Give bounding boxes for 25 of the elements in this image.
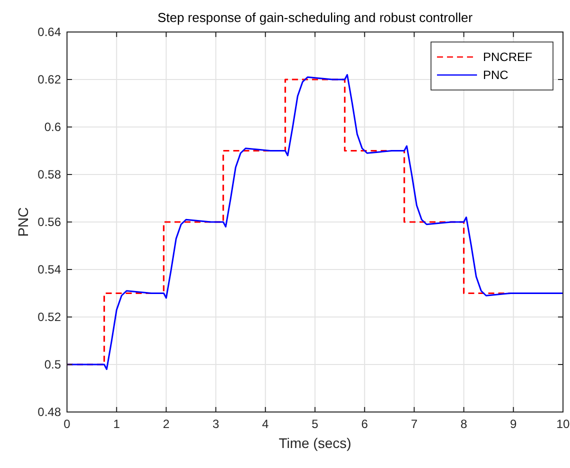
x-tick-label: 2 xyxy=(162,417,170,431)
y-tick-label: 0.58 xyxy=(38,168,62,182)
x-tick-label: 9 xyxy=(510,417,518,431)
x-tick-label: 5 xyxy=(312,417,319,431)
y-tick-label: 0.52 xyxy=(38,310,62,324)
y-tick-label: 0.62 xyxy=(38,72,62,86)
y-tick-label: 0.54 xyxy=(38,262,62,276)
x-tick-label: 4 xyxy=(262,417,270,431)
x-tick-label: 0 xyxy=(64,417,71,431)
x-tick-label: 1 xyxy=(113,417,120,431)
y-tick-label: 0.48 xyxy=(38,405,62,419)
chart-title: Step response of gain-scheduling and robust controller xyxy=(157,10,474,25)
x-tick-label: 8 xyxy=(460,417,468,431)
x-tick-label: 7 xyxy=(410,417,418,431)
x-axis-title: Time (secs) xyxy=(278,435,352,451)
y-tick-label: 0.5 xyxy=(44,358,62,372)
x-tick-label: 3 xyxy=(212,417,220,431)
x-tick-label: 6 xyxy=(361,417,368,431)
legend-label: PNCREF xyxy=(483,50,532,64)
y-tick-label: 0.64 xyxy=(38,25,62,39)
legend-label: PNC xyxy=(483,68,509,82)
y-axis-title: PNC xyxy=(15,207,31,237)
y-tick-label: 0.6 xyxy=(44,120,62,134)
y-tick-label: 0.56 xyxy=(38,215,62,229)
x-tick-label: 10 xyxy=(556,417,570,431)
